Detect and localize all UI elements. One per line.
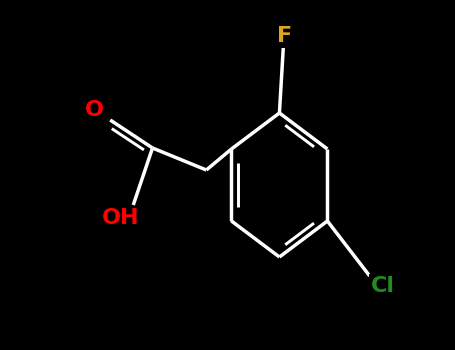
Text: OH: OH	[101, 208, 139, 228]
Text: F: F	[277, 26, 293, 46]
Text: Cl: Cl	[371, 276, 395, 296]
Text: O: O	[85, 100, 104, 120]
